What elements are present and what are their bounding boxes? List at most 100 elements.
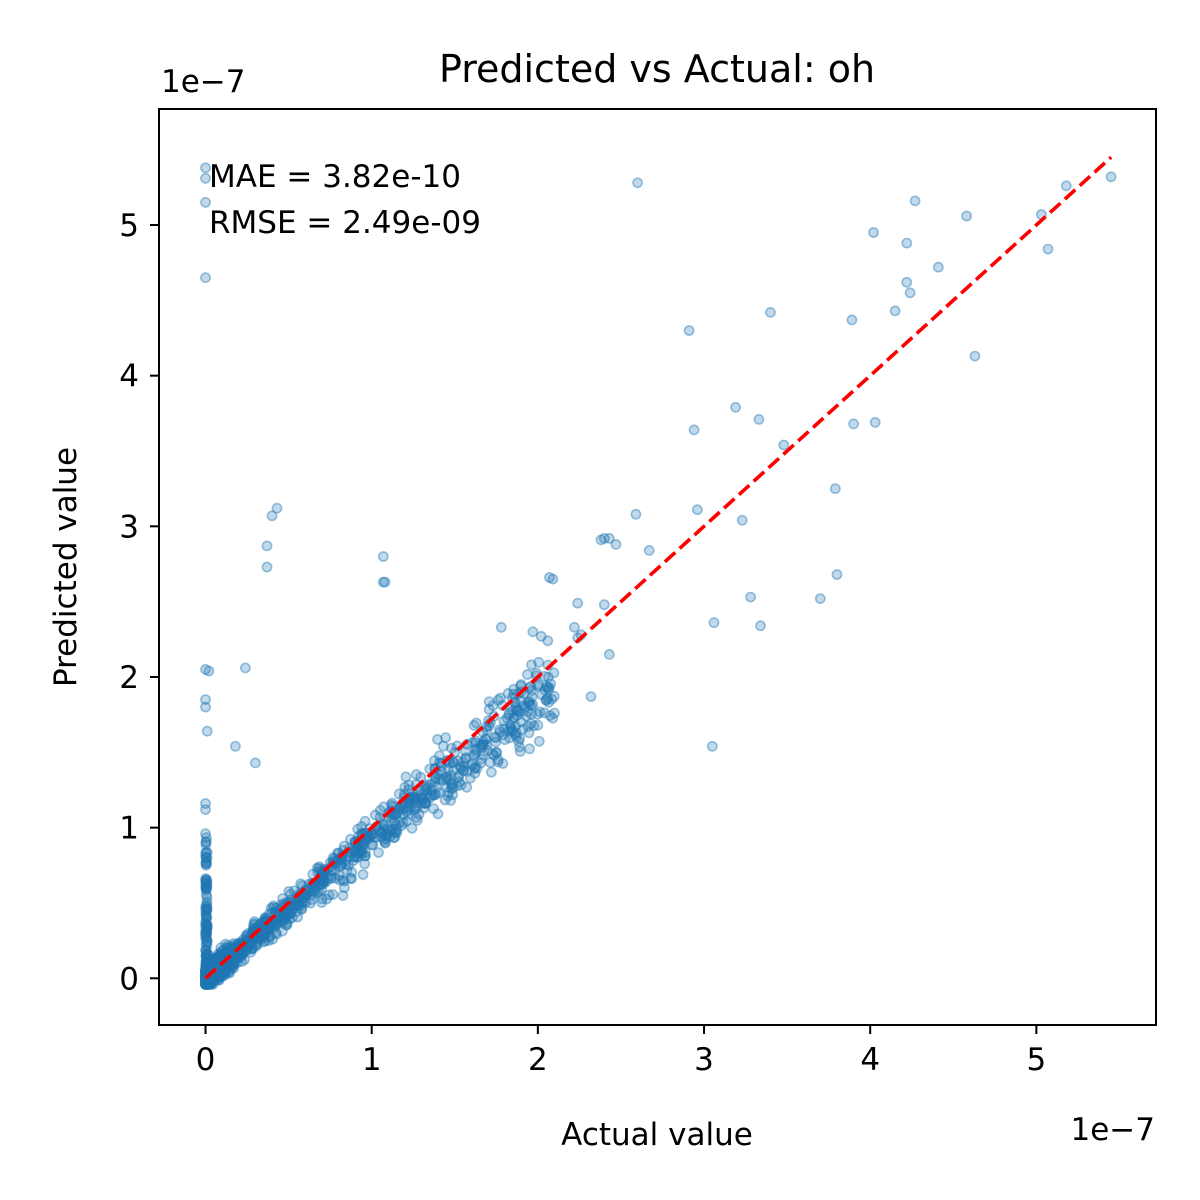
data-point (217, 968, 229, 979)
data-point (225, 962, 237, 973)
data-point (217, 944, 229, 956)
points-layer (200, 162, 1117, 990)
data-point (200, 978, 211, 990)
data-point (200, 855, 212, 867)
data-point (814, 593, 826, 604)
data-point (494, 724, 505, 736)
data-point (228, 958, 240, 970)
y-tick-label: 1 (119, 811, 139, 847)
data-point (219, 965, 231, 977)
data-point (377, 551, 389, 562)
data-point (229, 740, 241, 752)
data-point (397, 817, 409, 829)
x-axis-offset-label: 1e−7 (1071, 1112, 1156, 1148)
data-point (480, 733, 491, 745)
x-tick-label: 3 (694, 1042, 714, 1078)
data-point (533, 735, 545, 747)
x-tick-label: 5 (1026, 1042, 1046, 1078)
data-point (200, 930, 212, 942)
data-point (266, 510, 278, 522)
data-point (901, 276, 913, 288)
data-point (532, 719, 544, 731)
data-point (357, 869, 369, 880)
data-point (325, 872, 337, 884)
data-point (200, 977, 212, 989)
data-point (261, 561, 273, 573)
data-point (246, 943, 258, 954)
data-point (222, 961, 234, 972)
data-point (348, 843, 360, 855)
data-point (585, 691, 597, 702)
data-point (391, 825, 403, 837)
data-point (491, 747, 503, 759)
data-point (200, 978, 212, 990)
data-point (514, 746, 526, 757)
data-point (909, 195, 921, 207)
data-point (200, 978, 211, 990)
data-point (846, 314, 858, 326)
data-point (889, 305, 901, 317)
data-point (736, 514, 748, 526)
data-point (437, 740, 449, 752)
data-point (218, 968, 230, 979)
y-tick-label: 2 (119, 660, 139, 696)
data-point (202, 978, 214, 990)
data-point (210, 972, 221, 983)
data-point (210, 971, 222, 982)
data-point (200, 964, 212, 976)
data-point (376, 827, 388, 838)
data-point (522, 669, 533, 680)
data-point (210, 971, 222, 983)
data-point (410, 797, 421, 809)
data-point (201, 978, 213, 990)
data-point (213, 974, 225, 986)
data-point (753, 413, 765, 425)
data-point (216, 966, 228, 977)
data-point (239, 662, 251, 674)
data-point (200, 701, 211, 713)
data-point (217, 949, 229, 960)
data-point (765, 306, 776, 318)
data-point (360, 847, 371, 858)
data-point (215, 968, 227, 979)
data-point (730, 401, 741, 413)
data-point (515, 716, 527, 728)
data-point (200, 804, 211, 815)
data-point (219, 963, 230, 975)
data-point (534, 706, 546, 718)
data-point (778, 439, 790, 451)
data-point (285, 907, 297, 918)
data-point (388, 815, 400, 827)
data-point (206, 955, 218, 967)
x-tick-label: 4 (860, 1042, 880, 1078)
data-point (200, 962, 212, 974)
data-point (692, 504, 703, 516)
data-point (201, 913, 212, 924)
data-point (214, 948, 226, 960)
data-point (492, 756, 504, 768)
data-point (569, 621, 580, 633)
data-point (524, 698, 535, 710)
y-tick-label: 0 (119, 961, 139, 997)
data-point (218, 965, 230, 976)
data-point (524, 743, 535, 755)
data-point (204, 961, 216, 973)
data-point (745, 591, 756, 603)
data-point (218, 968, 230, 980)
rmse-annotation: RMSE = 2.49e-09 (209, 205, 481, 241)
data-point (203, 978, 215, 990)
data-point (969, 350, 981, 362)
data-point (212, 970, 224, 982)
identity-line (204, 155, 1113, 980)
mae-annotation: MAE = 3.82e-10 (209, 159, 461, 195)
data-point (295, 878, 307, 890)
data-point (203, 978, 215, 989)
data-point (399, 781, 411, 793)
data-point (203, 978, 215, 989)
data-point (544, 572, 555, 583)
data-point (481, 745, 493, 756)
data-point (261, 540, 273, 552)
data-point (206, 974, 217, 986)
